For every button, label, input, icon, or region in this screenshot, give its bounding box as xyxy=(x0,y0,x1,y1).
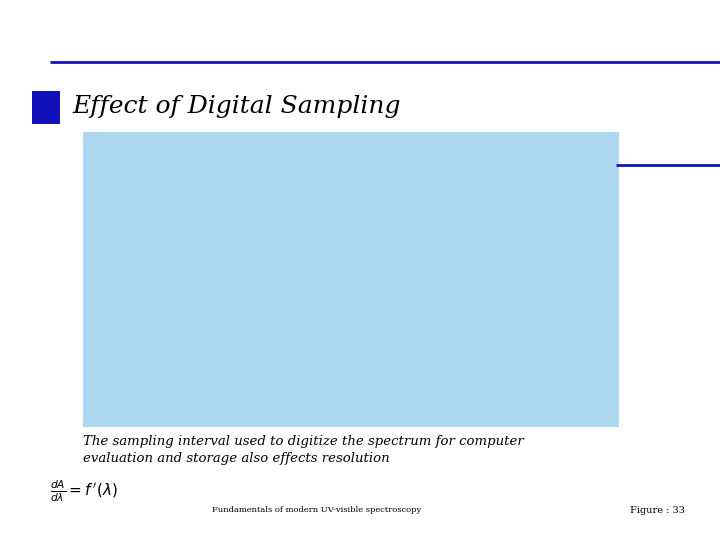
Bar xyxy=(32,91,60,124)
Text: Effect of Digital Sampling: Effect of Digital Sampling xyxy=(72,95,400,118)
Text: Fundamentals of modern UV-visible spectroscopy: Fundamentals of modern UV-visible spectr… xyxy=(212,507,421,514)
Text: $\frac{dA}{d\lambda} = f\,^{\prime}(\lambda)$: $\frac{dA}{d\lambda} = f\,^{\prime}(\lam… xyxy=(50,478,118,504)
Text: The sampling interval used to digitize the spectrum for computer
evaluation and : The sampling interval used to digitize t… xyxy=(83,435,523,465)
Bar xyxy=(83,132,619,427)
Text: Figure : 33: Figure : 33 xyxy=(630,506,685,515)
